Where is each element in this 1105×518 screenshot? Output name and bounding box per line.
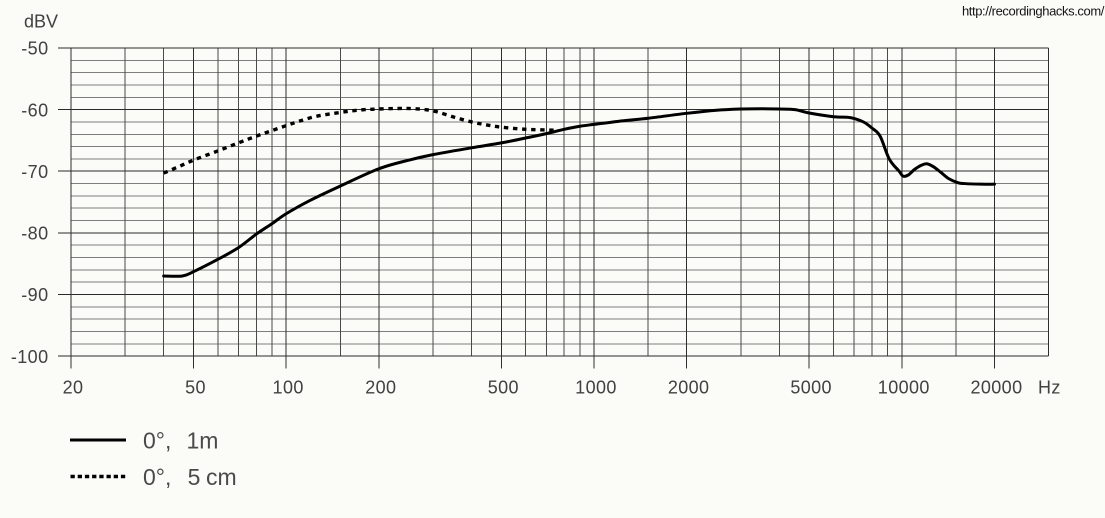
svg-text:-90: -90 [21, 285, 48, 305]
svg-text:-50: -50 [21, 39, 48, 59]
svg-text:20: 20 [63, 378, 84, 398]
svg-text:10000: 10000 [878, 378, 930, 398]
svg-text:0°,5cm: 0°, 5 cm [143, 464, 237, 490]
svg-text:20000: 20000 [970, 378, 1022, 398]
svg-text:-60: -60 [21, 100, 48, 120]
svg-text:1000: 1000 [575, 378, 617, 398]
svg-text:100: 100 [273, 378, 304, 398]
svg-text:http://recordinghacks.com/: http://recordinghacks.com/ [962, 4, 1105, 19]
svg-text:5000: 5000 [790, 378, 832, 398]
svg-text:-70: -70 [21, 162, 48, 182]
svg-text:50: 50 [185, 378, 206, 398]
svg-text:500: 500 [488, 378, 519, 398]
svg-text:2000: 2000 [668, 378, 710, 398]
svg-text:Hz: Hz [1038, 378, 1061, 398]
svg-text:-80: -80 [21, 224, 48, 244]
svg-text:dBV: dBV [24, 12, 58, 32]
svg-text:200: 200 [365, 378, 396, 398]
svg-text:-100: -100 [11, 347, 49, 367]
